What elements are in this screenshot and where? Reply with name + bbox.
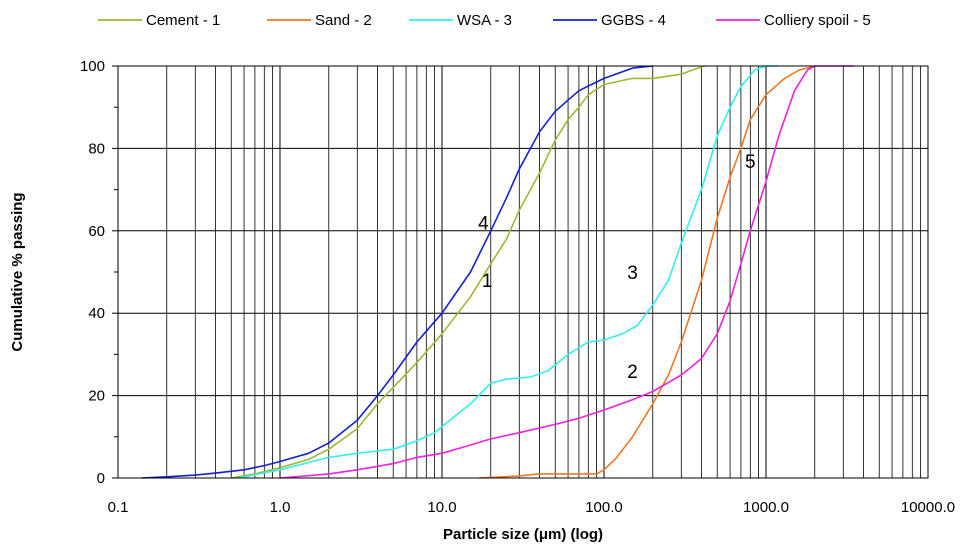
series-line-1 bbox=[231, 65, 706, 479]
y-tick-label: 60 bbox=[88, 223, 105, 240]
y-tick-label: 40 bbox=[88, 305, 105, 322]
x-tick-label: 1000.0 bbox=[743, 499, 789, 516]
legend-label: Sand - 2 bbox=[315, 12, 372, 29]
x-tick-label: 10000.0 bbox=[901, 499, 955, 516]
x-axis-title: Particle size (μm) (log) bbox=[443, 526, 603, 543]
legend-label: Cement - 1 bbox=[146, 12, 220, 29]
legend-label: Colliery spoil - 5 bbox=[764, 12, 871, 29]
plot-frame bbox=[117, 65, 929, 479]
series-line-4 bbox=[141, 65, 653, 479]
legend: Cement - 1 Sand - 2 WSA - 3 GGBS - 4 Collier… bbox=[98, 12, 871, 29]
x-tick-label: 10.0 bbox=[427, 499, 456, 516]
legend-label: WSA - 3 bbox=[457, 12, 512, 29]
series-line-5 bbox=[279, 65, 855, 479]
x-tick-label: 1.0 bbox=[270, 499, 291, 516]
curve-labels: 1 2 3 4 5 bbox=[478, 152, 756, 383]
series-line-3 bbox=[237, 65, 779, 479]
x-tick-label: 100.0 bbox=[585, 499, 623, 516]
y-tick-labels: 0 20 40 60 80 100 bbox=[80, 58, 105, 487]
y-tick-label: 100 bbox=[80, 58, 105, 75]
curve-label-5: 5 bbox=[745, 152, 756, 173]
legend-label: GGBS - 4 bbox=[601, 12, 666, 29]
x-tick-labels: 0.1 1.0 10.0 100.0 1000.0 10000.0 bbox=[108, 499, 956, 516]
series-line-2 bbox=[479, 65, 816, 479]
series-layer bbox=[141, 65, 855, 479]
x-tick-label: 0.1 bbox=[108, 499, 129, 516]
curve-label-3: 3 bbox=[627, 263, 638, 284]
grid bbox=[112, 65, 928, 479]
y-axis-title: Cumulative % passing bbox=[9, 192, 26, 351]
curve-label-1: 1 bbox=[482, 271, 493, 292]
y-tick-label: 20 bbox=[88, 388, 105, 405]
curve-label-2: 2 bbox=[627, 362, 638, 383]
y-tick-label: 80 bbox=[88, 140, 105, 157]
y-tick-label: 0 bbox=[97, 470, 105, 487]
curve-label-4: 4 bbox=[478, 214, 489, 235]
